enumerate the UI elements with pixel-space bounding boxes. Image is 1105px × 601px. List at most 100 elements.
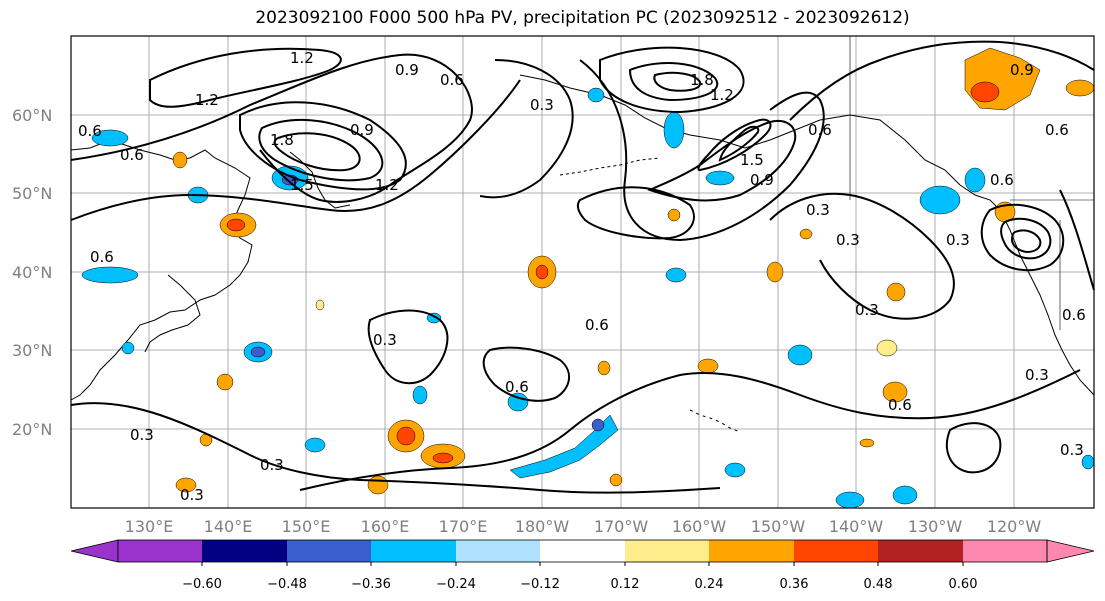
colorbar-segment (963, 540, 1047, 562)
colorbar-extend-min (70, 539, 119, 563)
lon-label: 150°E (282, 517, 331, 536)
colorbar-tick: −0.48 (267, 577, 307, 592)
contour-label: 0.6 (888, 396, 912, 414)
precip-pos (667, 208, 681, 222)
lon-label: 130°W (908, 517, 963, 536)
aleutian-islands (559, 157, 661, 176)
precip-neg (591, 418, 605, 432)
colorbar-segment (456, 540, 540, 562)
pv-contour (70, 402, 721, 494)
borders (849, 36, 1094, 330)
latitude-labels: 60°N 50°N 40°N 30°N 20°N (12, 106, 52, 439)
lon-label: 120°W (987, 517, 1042, 536)
pv-contour (789, 40, 1095, 121)
contour-label: 0.3 (946, 231, 970, 249)
precip-pos (226, 218, 246, 232)
contour-label: 0.3 (855, 301, 879, 319)
precip-pos (859, 438, 875, 448)
contour-label: 0.6 (1045, 121, 1069, 139)
precip-pos (172, 151, 188, 169)
precip-neg (507, 392, 529, 412)
pv-contour (579, 59, 825, 242)
precip-pos (609, 473, 623, 487)
colorbar-tick: −0.24 (436, 577, 476, 592)
pv-contour (479, 59, 574, 199)
pv-contour (576, 186, 695, 240)
contour-label: 0.6 (78, 122, 102, 140)
pv-contour (1059, 189, 1095, 291)
colorbar-segment (118, 540, 202, 562)
colorbar-extend-max (1046, 539, 1095, 563)
contour-label: 0.9 (750, 171, 774, 189)
precip-neg (892, 485, 918, 505)
lon-label: 170°E (439, 517, 488, 536)
contour-label: 1.8 (270, 131, 294, 149)
colorbar-segment (540, 540, 625, 562)
map-frame (70, 35, 1095, 509)
contour-label: 0.6 (1062, 306, 1086, 324)
colorbar-tick: −0.60 (182, 577, 222, 592)
precip-pos (876, 339, 898, 357)
colorbar-tick: −0.36 (351, 577, 391, 592)
precip-pos (882, 381, 908, 403)
precip-neg (787, 344, 813, 366)
contour-label: 0.3 (836, 231, 860, 249)
colorbar-segment (794, 540, 878, 562)
colorbar-tick: 0.12 (611, 577, 640, 592)
colorbar-segment (878, 540, 963, 562)
lon-label: 160°W (672, 517, 727, 536)
contour-label: 0.3 (130, 426, 154, 444)
pv-contour (258, 119, 384, 182)
colorbar-segment (202, 540, 287, 562)
pv-contour (628, 62, 719, 102)
precip-pos (1065, 79, 1095, 97)
lat-label-20n: 20°N (12, 420, 52, 439)
lat-label-50n: 50°N (12, 184, 52, 203)
contour-label: 0.6 (990, 171, 1014, 189)
longitude-labels: 130°E 140°E 150°E 160°E 170°E 180°W 170°… (125, 517, 1042, 536)
contour-label: 0.3 (1025, 366, 1049, 384)
precip-pos (432, 452, 454, 464)
contour-label: 1.8 (690, 71, 714, 89)
precip-neg (412, 385, 428, 405)
pv-contour (70, 79, 521, 221)
contour-label: 0.3 (180, 486, 204, 504)
contour-label: 0.3 (373, 331, 397, 349)
kamchatka-coastline (289, 151, 351, 209)
precip-pos (367, 475, 389, 495)
contour-label: 1.5 (740, 151, 764, 169)
contour-label: 0.3 (1060, 441, 1084, 459)
lat-label-40n: 40°N (12, 263, 52, 282)
colorbar-segment (287, 540, 371, 562)
pv-contour (599, 46, 745, 114)
precip-neg (919, 185, 961, 215)
precip-pos (597, 360, 611, 376)
pv-contour (945, 422, 1002, 474)
contour-label: 1.2 (375, 176, 399, 194)
pv-contour (980, 203, 1065, 272)
precip-pos (970, 81, 1000, 103)
precip-pos (216, 373, 234, 391)
contour-label: 0.9 (395, 61, 419, 79)
contour-label: 0.6 (90, 248, 114, 266)
contour-label: 0.3 (530, 96, 554, 114)
contour-label: 0.6 (440, 71, 464, 89)
precip-pos (886, 282, 906, 302)
colorbar-tick: 0.48 (864, 577, 893, 592)
colorbar-outline (117, 539, 1048, 563)
colorbar-tick: 0.24 (695, 577, 724, 592)
contour-label: 1.2 (195, 91, 219, 109)
asia-coastline (70, 139, 253, 401)
lat-label-60n: 60°N (12, 106, 52, 125)
precip-pos (396, 426, 416, 446)
lon-label: 130°E (125, 517, 174, 536)
pv-contour (273, 132, 361, 172)
contour-label: 0.6 (505, 378, 529, 396)
pv-contour (1000, 217, 1052, 260)
pv-contour (149, 47, 342, 108)
precip-neg (91, 129, 129, 147)
pv-contour (718, 125, 760, 162)
colorbar-tick: −0.12 (520, 577, 560, 592)
precip-pos (799, 228, 813, 240)
